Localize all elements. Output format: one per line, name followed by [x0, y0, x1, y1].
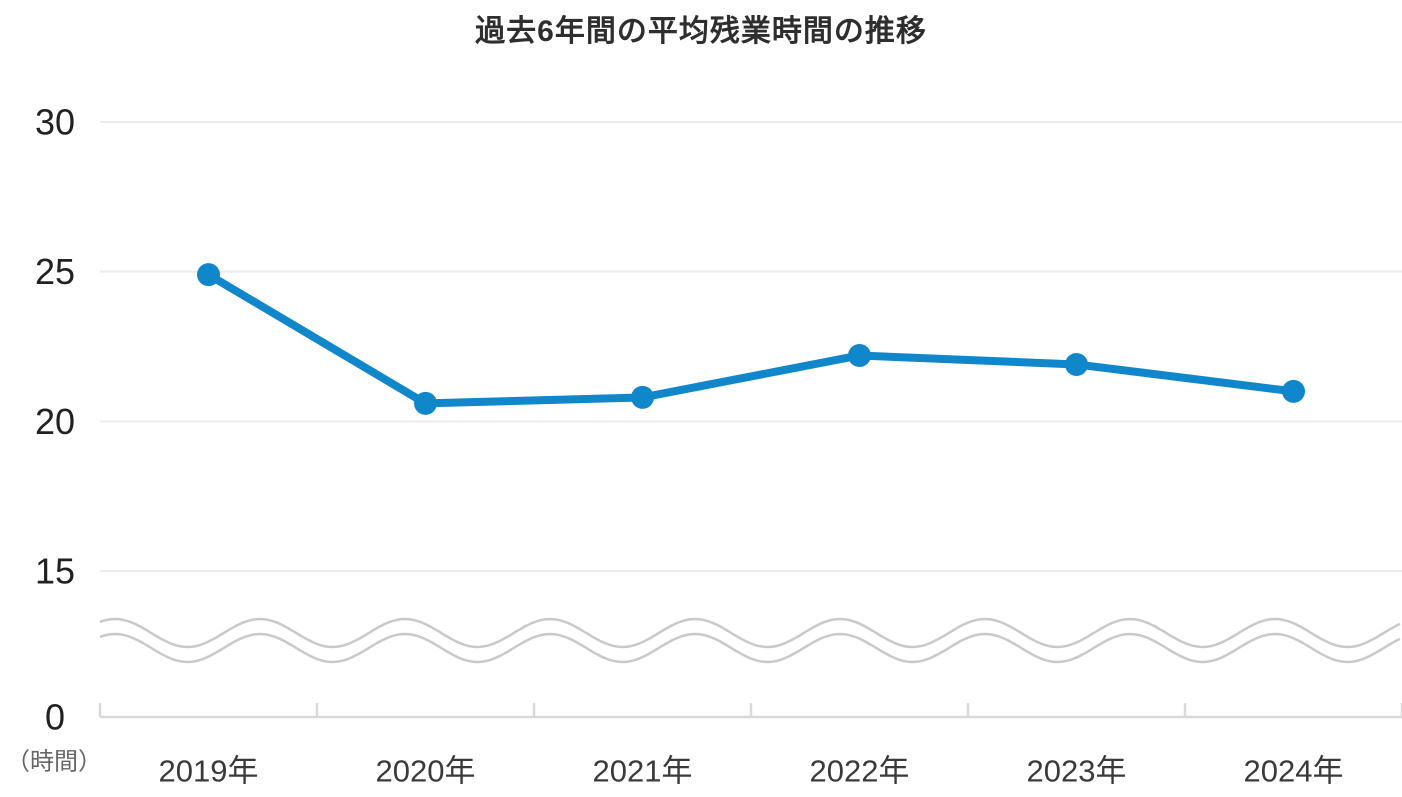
y-tick-label-0: 0: [45, 697, 65, 738]
chart-title: 過去6年間の平均残業時間の推移: [475, 15, 927, 48]
x-tick-label-2021年: 2021年: [593, 754, 693, 789]
y-axis-unit-label: （時間）: [6, 749, 102, 776]
data-point-2022年: [848, 343, 871, 367]
y-tick-label-20: 20: [35, 401, 75, 442]
data-point-2020年: [414, 391, 437, 415]
axis-break-wave-2: [99, 632, 1401, 664]
series-line: [204, 270, 1298, 408]
y-tick-label-25: 25: [35, 251, 75, 292]
x-tick-label-2024年: 2024年: [1244, 754, 1344, 789]
x-tick-label-2020年: 2020年: [376, 754, 476, 789]
x-tick-label-2023年: 2023年: [1027, 754, 1127, 789]
data-point-2023年: [1065, 352, 1088, 376]
axis-break-wave-1: [99, 617, 1401, 649]
data-point-2021年: [631, 385, 654, 409]
data-point-2024年: [1282, 379, 1305, 403]
x-tick-label-2022年: 2022年: [810, 754, 910, 789]
data-point-2019年: [197, 263, 220, 287]
y-tick-label-30: 30: [35, 102, 75, 143]
x-tick-label-2019年: 2019年: [159, 754, 259, 789]
y-tick-label-15: 15: [35, 551, 75, 592]
